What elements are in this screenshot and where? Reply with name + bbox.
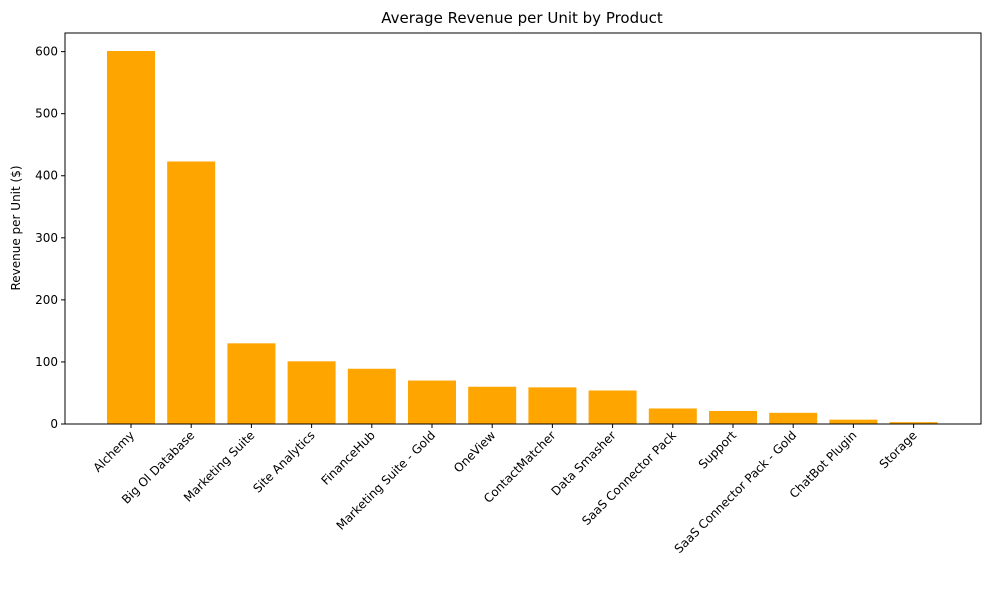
x-tick-label: SaaS Connector Pack - Gold bbox=[672, 428, 800, 556]
bar-saas-connector-pack bbox=[648, 408, 697, 424]
y-tick-label: 100 bbox=[35, 355, 58, 369]
y-tick-label: 200 bbox=[35, 293, 58, 307]
x-tick-label: Site Analytics bbox=[250, 428, 317, 495]
chart-title: Average Revenue per Unit by Product bbox=[381, 9, 663, 27]
y-tick-label: 400 bbox=[35, 169, 58, 183]
x-tick-label: Support bbox=[696, 428, 740, 472]
y-tick-label: 0 bbox=[50, 417, 58, 431]
bar-big-ol-database bbox=[167, 161, 216, 424]
y-tick-label: 500 bbox=[35, 107, 58, 121]
bars-layer bbox=[107, 51, 938, 424]
bar-marketing-suite bbox=[227, 343, 276, 424]
bar-site-analytics bbox=[287, 361, 336, 424]
bar-contactmatcher bbox=[528, 387, 577, 424]
x-tick-label: Marketing Suite - Gold bbox=[334, 428, 439, 533]
y-axis-label: Revenue per Unit ($) bbox=[9, 165, 23, 290]
bar-data-smasher bbox=[588, 390, 637, 424]
x-tick-label: Storage bbox=[877, 428, 920, 471]
bar-storage bbox=[889, 422, 938, 424]
bar-oneview bbox=[468, 386, 517, 424]
y-tick-label: 600 bbox=[35, 45, 58, 59]
bar-marketing-suite-gold bbox=[408, 380, 456, 424]
bar-alchemy bbox=[107, 51, 155, 424]
bar-saas-connector-pack-gold bbox=[769, 412, 818, 424]
bar-financehub bbox=[347, 368, 396, 424]
y-axis-ticks: 0 100 200 300 400 500 600 bbox=[35, 45, 65, 431]
bar-chatbot-plugin bbox=[829, 419, 878, 424]
plot-frame bbox=[64, 32, 982, 425]
bar-support bbox=[709, 410, 757, 424]
x-tick-label: Alchemy bbox=[91, 428, 138, 475]
y-tick-label: 300 bbox=[35, 231, 58, 245]
x-tick-label: OneView bbox=[451, 428, 498, 475]
x-tick-label: FinanceHub bbox=[318, 428, 378, 488]
